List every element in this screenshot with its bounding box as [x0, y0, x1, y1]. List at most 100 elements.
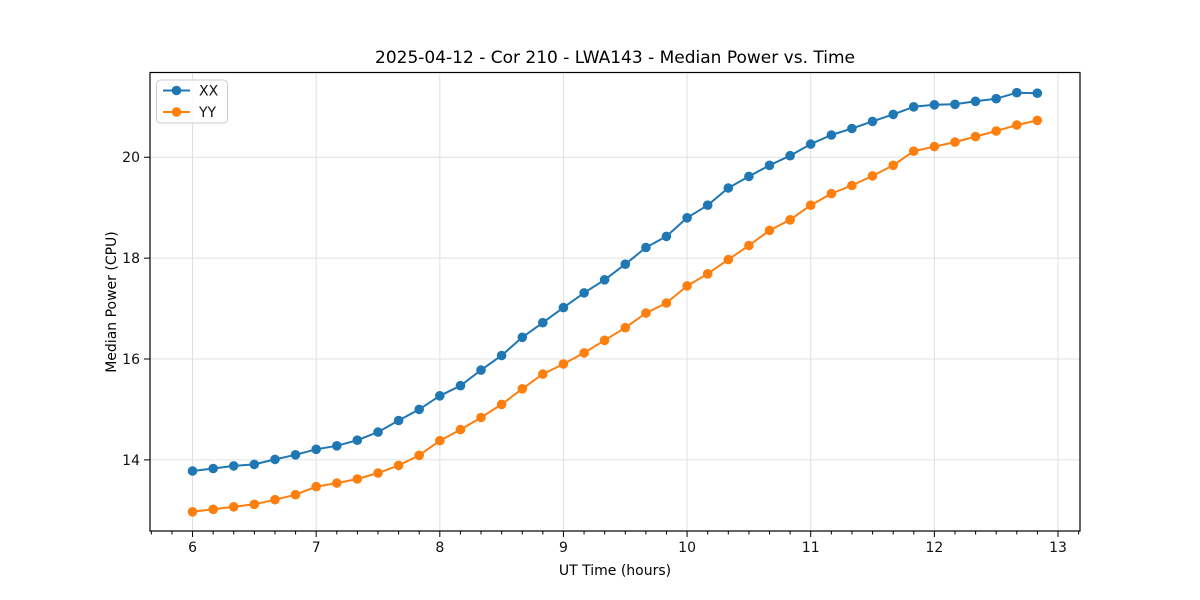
y-tick-label: 18 — [122, 251, 140, 267]
data-point-YY — [702, 269, 713, 279]
data-point-YY — [496, 399, 507, 410]
data-point-XX — [393, 415, 404, 426]
data-point-YY — [352, 474, 363, 484]
data-point-XX — [1032, 88, 1043, 98]
data-point-YY — [332, 478, 342, 488]
data-point-XX — [538, 317, 548, 328]
x-tick-label: 7 — [312, 540, 321, 556]
data-point-XX — [517, 332, 528, 343]
y-tick-label: 20 — [122, 150, 140, 166]
data-point-YY — [373, 468, 383, 478]
data-point-XX — [620, 259, 631, 270]
data-point-XX — [702, 200, 713, 210]
series-line-YY — [191, 119, 1039, 513]
data-point-XX — [1012, 87, 1022, 98]
data-point-YY — [393, 460, 404, 471]
data-point-YY — [661, 298, 672, 308]
data-point-YY — [311, 481, 322, 492]
data-point-XX — [970, 96, 981, 107]
data-point-XX — [991, 93, 1001, 104]
data-point-XX — [744, 171, 754, 182]
data-point-XX — [867, 116, 878, 127]
data-point-XX — [599, 275, 610, 285]
x-axis-label: UT Time (hours) — [558, 563, 672, 579]
legend-sample-marker-YY — [171, 107, 182, 117]
data-point-YY — [249, 499, 260, 510]
data-point-YY — [785, 215, 795, 225]
data-point-YY — [929, 141, 940, 152]
data-point-YY — [682, 281, 692, 291]
data-point-YY — [228, 502, 239, 512]
data-point-YY — [455, 424, 466, 435]
data-point-XX — [847, 123, 857, 134]
x-tick-label: 13 — [1049, 540, 1067, 556]
data-point-YY — [414, 450, 425, 461]
data-point-XX — [290, 450, 301, 460]
data-point-YY — [558, 359, 569, 369]
data-point-YY — [579, 348, 589, 358]
data-point-XX — [641, 242, 651, 253]
data-point-YY — [991, 126, 1001, 136]
data-point-YY — [208, 504, 218, 515]
data-point-XX — [826, 130, 837, 140]
data-point-XX — [764, 160, 775, 171]
data-point-XX — [435, 391, 445, 401]
data-point-XX — [187, 466, 198, 476]
data-point-YY — [599, 335, 610, 346]
data-point-YY — [764, 225, 775, 236]
chart-title: 2025-04-12 - Cor 210 - LWA143 - Median P… — [375, 48, 855, 68]
data-point-XX — [352, 435, 363, 446]
data-point-YY — [290, 489, 301, 500]
data-point-YY — [270, 494, 280, 505]
data-point-XX — [682, 213, 692, 223]
plot-border — [149, 71, 1081, 532]
x-tick-label: 10 — [678, 540, 696, 556]
data-point-XX — [311, 444, 322, 455]
data-point-YY — [435, 435, 445, 446]
data-point-XX — [228, 461, 239, 471]
data-point-XX — [414, 404, 425, 415]
x-tick-label: 6 — [188, 540, 197, 556]
data-point-YY — [1012, 120, 1022, 130]
data-point-XX — [270, 454, 280, 465]
legend-label-XX: XX — [199, 84, 219, 100]
data-point-XX — [496, 350, 507, 361]
x-tick-label: 12 — [925, 540, 943, 556]
x-tick-label: 9 — [559, 540, 568, 556]
data-point-YY — [1032, 115, 1043, 126]
data-point-XX — [208, 463, 218, 474]
data-point-XX — [455, 380, 466, 391]
data-point-YY — [538, 369, 548, 379]
data-point-YY — [805, 200, 816, 210]
data-point-YY — [723, 254, 734, 265]
data-point-YY — [908, 146, 919, 156]
data-point-XX — [805, 139, 816, 149]
x-tick-label: 11 — [802, 540, 820, 556]
data-point-XX — [908, 102, 919, 112]
data-point-XX — [249, 459, 260, 470]
data-point-YY — [867, 171, 878, 181]
data-point-YY — [187, 507, 198, 517]
data-point-XX — [476, 365, 486, 375]
data-point-XX — [579, 288, 589, 298]
y-tick-label: 16 — [122, 352, 140, 368]
data-point-YY — [641, 308, 651, 318]
legend-label-YY: YY — [198, 105, 217, 121]
data-point-YY — [847, 180, 857, 191]
data-point-YY — [826, 188, 837, 199]
data-point-YY — [744, 240, 754, 251]
data-point-YY — [888, 160, 898, 171]
y-tick-label: 14 — [122, 453, 140, 469]
data-point-XX — [332, 441, 342, 451]
data-point-YY — [517, 384, 528, 394]
data-point-YY — [476, 412, 486, 423]
x-tick-label: 8 — [435, 540, 444, 556]
data-point-XX — [723, 183, 734, 193]
data-point-XX — [929, 100, 940, 110]
data-point-XX — [785, 150, 795, 161]
data-point-YY — [950, 137, 960, 147]
data-point-XX — [558, 302, 569, 313]
data-point-YY — [620, 322, 631, 333]
